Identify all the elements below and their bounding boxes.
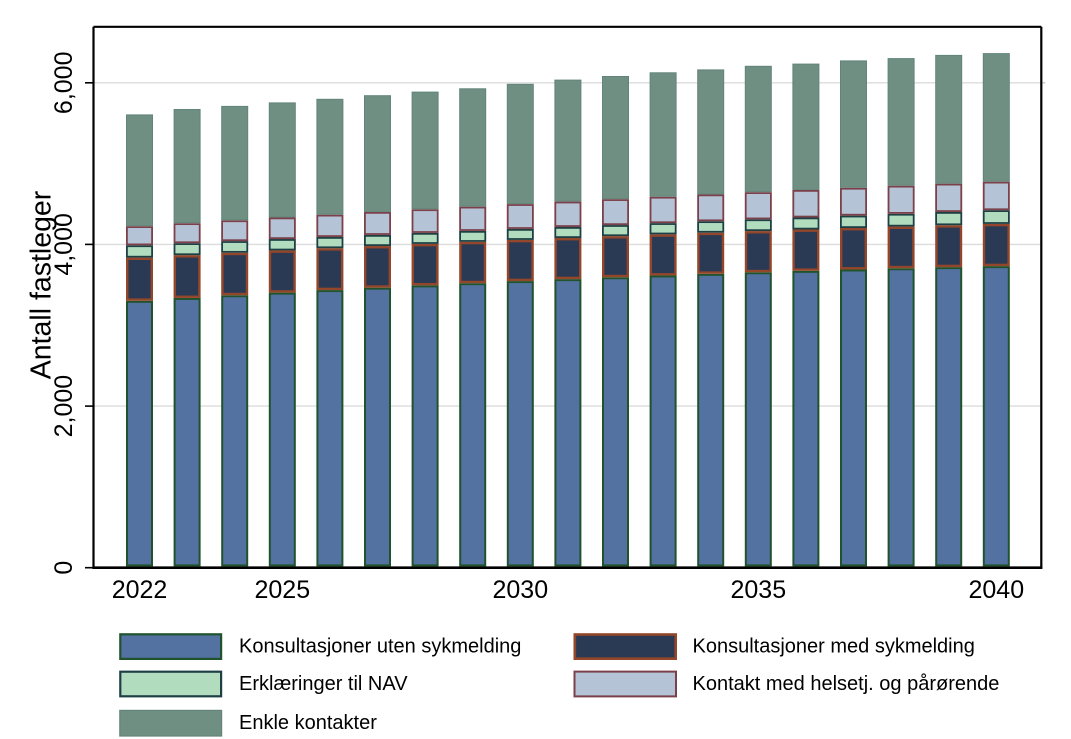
svg-text:Konsultasjoner med sykmelding: Konsultasjoner med sykmelding [693,636,975,658]
svg-text:6,000: 6,000 [50,52,78,115]
svg-text:Antall fastleger: Antall fastleger [26,190,58,379]
svg-text:2040: 2040 [968,576,1024,604]
svg-text:Kontakt med helsetj. og pårøre: Kontakt med helsetj. og pårørende [693,673,1000,695]
svg-text:2,000: 2,000 [50,375,78,438]
svg-text:Erklæringer til NAV: Erklæringer til NAV [239,673,408,695]
svg-text:Konsultasjoner uten sykmelding: Konsultasjoner uten sykmelding [239,636,521,658]
svg-text:4,000: 4,000 [50,213,78,276]
svg-text:2035: 2035 [730,576,786,604]
svg-text:2022: 2022 [112,576,168,604]
svg-text:0: 0 [50,561,78,575]
svg-text:2025: 2025 [254,576,310,604]
svg-text:2030: 2030 [492,576,548,604]
svg-text:Enkle kontakter: Enkle kontakter [239,712,377,734]
